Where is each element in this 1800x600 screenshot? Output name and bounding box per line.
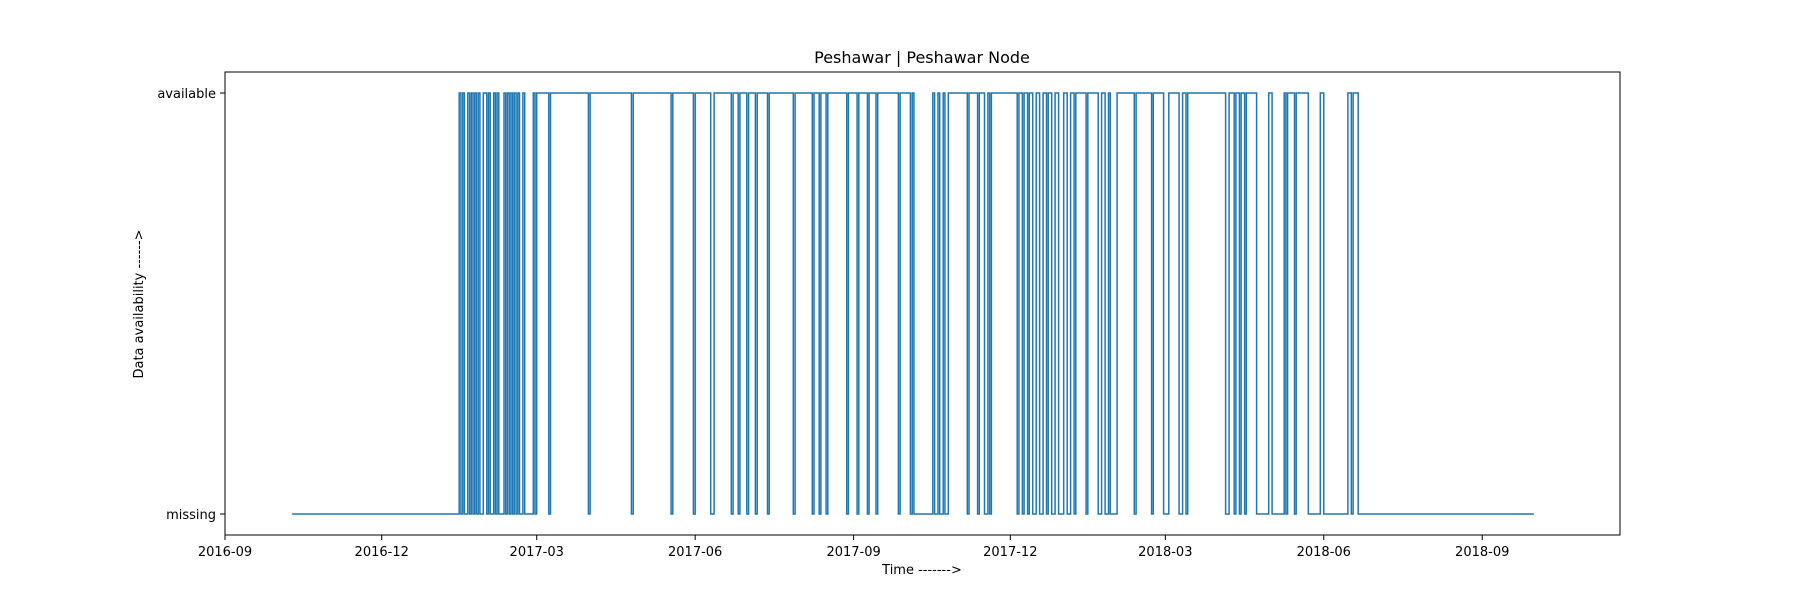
x-tick-label: 2016-09 xyxy=(198,545,252,560)
y-tick-label: missing xyxy=(166,508,216,523)
x-tick-label: 2017-03 xyxy=(510,545,564,560)
availability-series-line xyxy=(292,92,1534,515)
x-tick-label: 2018-03 xyxy=(1138,545,1192,560)
y-tick-label: available xyxy=(157,87,216,102)
x-tick-label: 2017-12 xyxy=(983,545,1037,560)
y-axis-label: Data availability ------> xyxy=(132,229,147,378)
y-axis-ticks: missing available xyxy=(157,87,225,523)
x-axis-ticks: 2016-09 2016-12 2017-03 2017-06 2017-09 2017-… xyxy=(198,535,1509,560)
x-tick-label: 2016-12 xyxy=(355,545,409,560)
x-tick-label: 2017-06 xyxy=(668,545,722,560)
x-tick-label: 2017-09 xyxy=(826,545,880,560)
x-tick-label: 2018-06 xyxy=(1297,545,1351,560)
plot-frame xyxy=(224,71,1621,536)
x-axis-label: Time -------> xyxy=(881,563,962,578)
chart-title: Peshawar | Peshawar Node xyxy=(814,48,1030,67)
x-tick-label: 2018-09 xyxy=(1455,545,1509,560)
